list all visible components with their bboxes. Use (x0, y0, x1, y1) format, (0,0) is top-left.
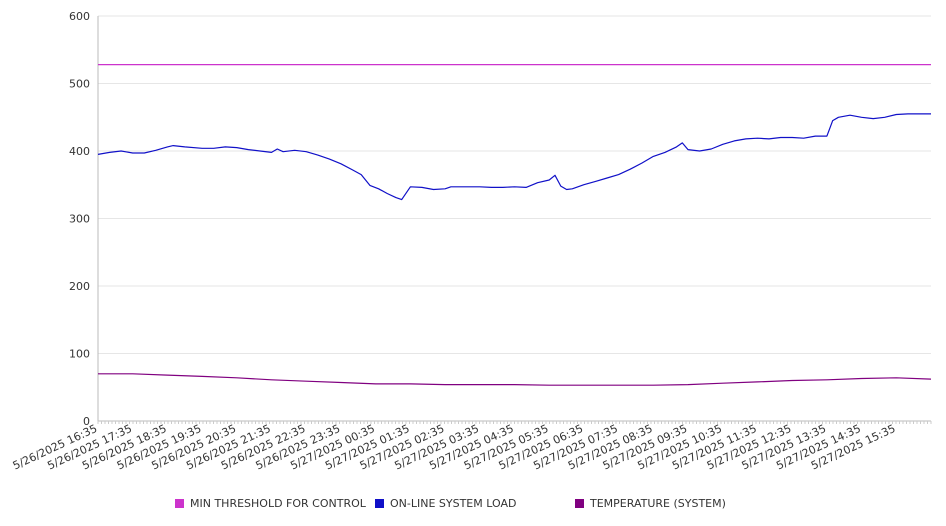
gridlines (98, 15, 931, 354)
legend-swatch (575, 499, 584, 508)
series-line-1 (97, 113, 931, 201)
y-tick-label: 600 (69, 10, 90, 23)
legend-swatch (375, 499, 384, 508)
legend-label: TEMPERATURE (SYSTEM) (590, 497, 726, 510)
y-tick-label: 400 (69, 145, 90, 158)
series-layer (97, 63, 932, 386)
y-tick-label: 500 (69, 78, 90, 91)
legend-item: MIN THRESHOLD FOR CONTROL (175, 497, 366, 510)
y-tick-label: 300 (69, 213, 90, 226)
y-tick-label: 100 (69, 348, 90, 361)
legend-swatch (175, 499, 184, 508)
legend-item: TEMPERATURE (SYSTEM) (575, 497, 726, 510)
legend-label: MIN THRESHOLD FOR CONTROL (190, 497, 366, 510)
legend-label: ON-LINE SYSTEM LOAD (390, 497, 517, 510)
series-line-2 (98, 373, 932, 386)
x-axis: 5/26/2025 16:355/26/2025 17:355/26/2025 … (11, 420, 932, 472)
legend-item: ON-LINE SYSTEM LOAD (375, 497, 516, 510)
y-axis: 0 100 200 300 400 500 600 (69, 10, 99, 428)
y-tick-label: 200 (69, 280, 90, 293)
legend: MIN THRESHOLD FOR CONTROL ON-LINE SYSTEM … (0, 497, 946, 515)
y-tick-label: 0 (83, 415, 90, 428)
